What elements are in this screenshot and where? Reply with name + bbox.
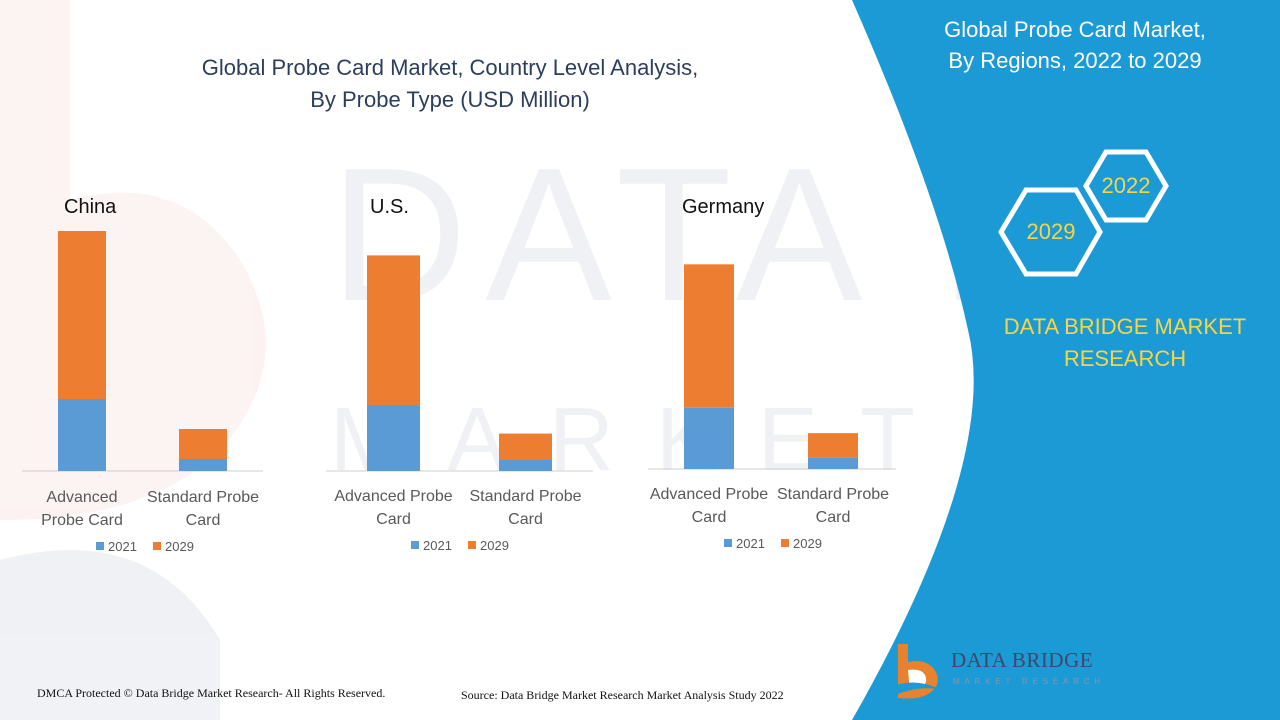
legend-swatch-2029 [781,539,789,547]
category-label-line: Advanced [46,489,117,506]
legend-label-2029: 2029 [165,539,194,554]
category-label: Advanced Probe Card [650,486,768,526]
category-label-line: Standard Probe [469,488,581,505]
bar-2021 [367,405,420,471]
blue-panel [852,0,1280,720]
bar-2029 [808,433,858,458]
category-label-line: Card [186,512,221,529]
hexagon-icon [998,187,1103,277]
country-title: Germany [682,196,764,218]
legend-swatch-2029 [468,541,476,549]
legend-label-2029: 2029 [480,538,509,553]
chart-title-line-1: Global Probe Card Market, Country Level … [201,55,699,80]
bar-2029 [499,433,552,460]
data-bridge-logo-icon [888,644,942,699]
category-label-line: Card [376,511,411,528]
category-label: Advanced Probe Card [41,489,123,529]
panel-title: Global Probe Card Market, By Regions, 20… [900,14,1250,76]
category-label-line: Card [692,509,727,526]
category-label-line: Standard Probe [777,486,889,503]
bar-2021 [684,407,734,469]
country-title: U.S. [370,196,409,218]
category-label-line: Card [508,511,543,528]
logo-tagline: MARKET RESEARCH [953,677,1105,686]
legend-swatch-2029 [153,542,161,550]
panel-title-line-2: By Regions, 2022 to 2029 [948,48,1202,73]
chart-title-line-2: By Probe Type (USD Million) [310,87,590,112]
country-title: China [64,196,117,218]
category-label-line: Card [816,509,851,526]
legend-label-2029: 2029 [793,536,822,551]
bar-2021 [58,399,106,471]
legend-label-2021: 2021 [736,536,765,551]
category-label: Advanced Probe Card [334,488,452,528]
legend-label-2021: 2021 [108,539,137,554]
chart-title: Global Probe Card Market, Country Level … [150,52,750,116]
panel-title-line-1: Global Probe Card Market, [944,17,1206,42]
brand-text-line-2: RESEARCH [1063,346,1187,371]
hexagon-icon [1083,149,1169,223]
bar-2029 [58,231,106,399]
bar-2021 [499,460,552,471]
hex-year-2022: 2022 [1101,173,1151,198]
footer-copyright: DMCA Protected © Data Bridge Market Rese… [37,686,386,700]
bar-2029 [367,255,420,405]
logo-name: DATA BRIDGE [951,648,1094,672]
legend-swatch-2021 [96,542,104,550]
brand-text-line-1: DATA BRIDGE MARKET [1003,314,1247,339]
bar-2021 [808,457,858,469]
category-label-line: Standard Probe [147,489,259,506]
bar-2029 [179,429,227,459]
category-label-line: Probe Card [41,512,123,529]
legend-swatch-2021 [411,541,419,549]
category-label-line: Advanced Probe [334,488,452,505]
bar-2029 [684,264,734,408]
legend-swatch-2021 [724,539,732,547]
footer-source: Source: Data Bridge Market Research Mark… [461,688,784,702]
category-label-line: Advanced Probe [650,486,768,503]
brand-text: DATA BRIDGE MARKET RESEARCH [975,311,1275,375]
category-label: Standard Probe Card [777,486,889,526]
category-label: Standard Probe Card [147,489,259,529]
legend-label-2021: 2021 [423,538,452,553]
bar-2021 [179,459,227,471]
category-label: Standard Probe Card [469,488,581,528]
hex-year-2029: 2029 [1026,219,1076,244]
